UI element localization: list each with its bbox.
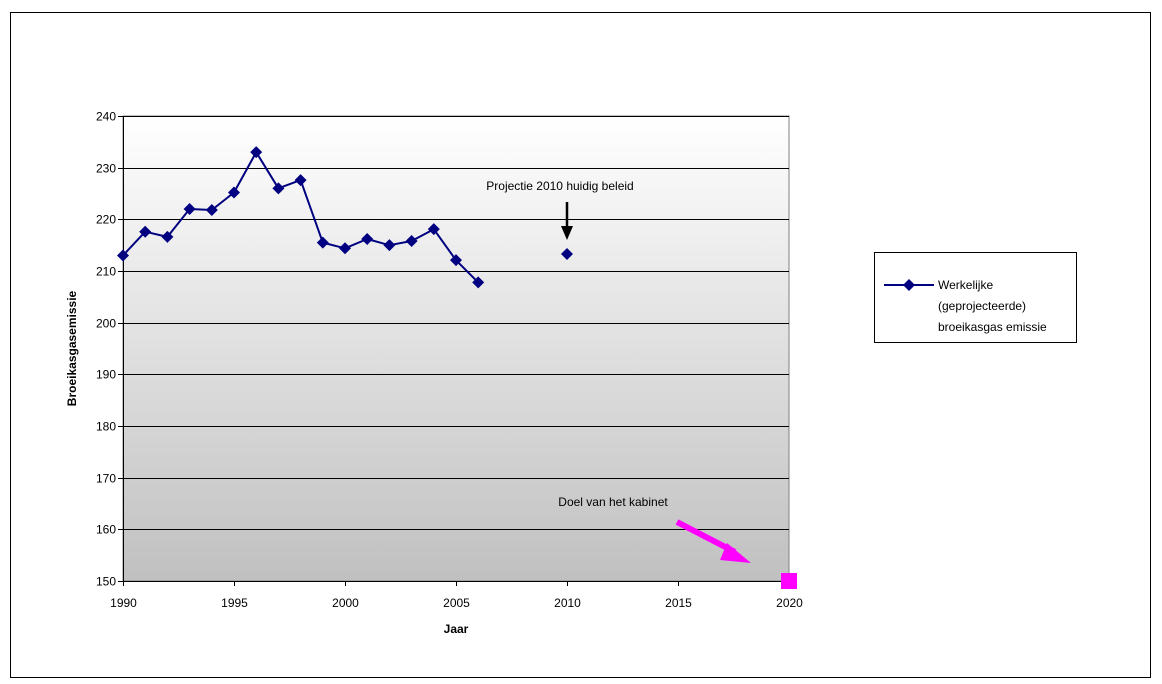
projection-arrow [561, 202, 573, 240]
legend: Werkelijke (geprojecteerde) broeikasgas … [874, 252, 1077, 343]
data-point-1996 [250, 146, 263, 159]
data-point-1992 [161, 230, 174, 243]
x-tick-label: 1995 [221, 596, 248, 610]
x-tick-label: 2015 [665, 596, 692, 610]
data-point-2006 [472, 276, 485, 289]
data-point-2001 [361, 232, 374, 245]
x-tick-label: 2010 [554, 596, 581, 610]
y-tick-label: 240 [96, 110, 116, 124]
projection-annotation: Projectie 2010 huidig beleid [486, 179, 633, 193]
legend-label-line1: Werkelijke [938, 278, 993, 292]
legend-label-line2: (geprojecteerde) [938, 299, 1026, 313]
data-point-2003 [405, 235, 418, 248]
x-tick-label: 1990 [110, 596, 137, 610]
y-tick-label: 200 [96, 317, 116, 331]
data-point-2010 [561, 247, 573, 260]
x-tick-label: 2020 [776, 596, 803, 610]
y-tick-label: 160 [96, 523, 116, 537]
y-tick-label: 230 [96, 162, 116, 176]
target-arrow [675, 519, 751, 563]
target-arrow-head [720, 543, 751, 563]
y-axis-title: Broeikasgasemissie [65, 290, 79, 406]
x-tick-label: 2005 [443, 596, 470, 610]
y-tick-label: 180 [96, 420, 116, 434]
target-marker [781, 573, 797, 589]
y-tick-label: 220 [96, 213, 116, 227]
plot-area [122, 115, 790, 582]
projection-arrow-head [561, 226, 573, 240]
y-tick-labels: 150 160 170 180 190 200 210 220 230 240 [96, 110, 116, 589]
data-point-1999 [316, 236, 329, 249]
x-axis-title: Jaar [444, 622, 469, 636]
data-point-1998 [294, 174, 307, 187]
data-point-1990 [117, 249, 129, 262]
series-layer [117, 146, 573, 289]
data-point-1997 [272, 182, 285, 195]
data-point-2005 [450, 254, 462, 267]
legend-label-line3: broeikasgas emissie [938, 320, 1047, 334]
legend-box [874, 252, 1077, 343]
y-tick-label: 190 [96, 368, 116, 382]
target-annotation: Doel van het kabinet [558, 495, 668, 509]
data-point-1995 [228, 186, 240, 199]
x-tick-labels: 1990 1995 2000 2005 2010 2015 2020 [110, 596, 803, 610]
axes [118, 116, 790, 586]
data-point-2004 [427, 223, 440, 236]
data-point-1991 [139, 225, 152, 238]
legend-diamond-marker [903, 279, 915, 291]
x-tick-label: 2000 [332, 596, 359, 610]
data-point-1993 [183, 203, 196, 215]
y-tick-label: 170 [96, 472, 116, 486]
y-tick-label: 150 [96, 575, 116, 589]
target-arrow-shaft [675, 519, 737, 555]
y-tick-label: 210 [96, 265, 116, 279]
data-point-2000 [339, 242, 351, 255]
data-point-1994 [205, 204, 218, 217]
data-point-2002 [383, 239, 396, 252]
